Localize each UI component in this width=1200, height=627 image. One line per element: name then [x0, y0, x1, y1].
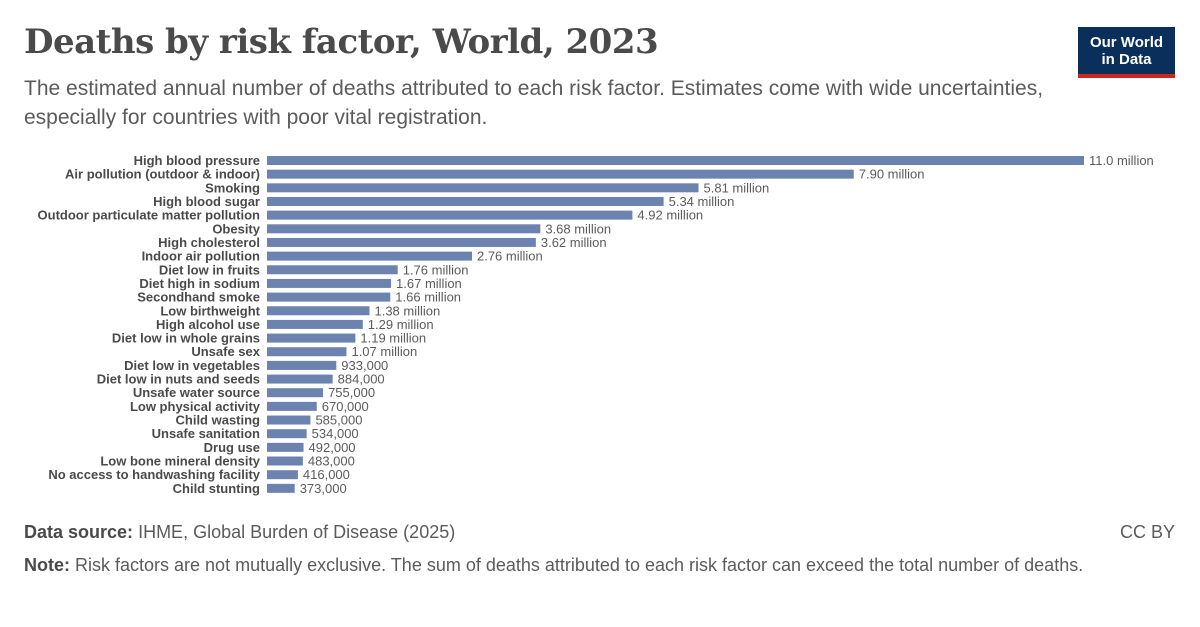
value-label: 755,000 — [328, 385, 375, 400]
category-label: High alcohol use — [156, 317, 260, 332]
bar[interactable] — [267, 319, 363, 329]
value-label: 1.07 million — [351, 344, 417, 359]
data-source: Data source: IHME, Global Burden of Dise… — [24, 522, 455, 543]
category-label: No access to handwashing facility — [48, 467, 260, 482]
bar[interactable] — [267, 415, 311, 425]
bar[interactable] — [267, 196, 664, 206]
bar[interactable] — [267, 169, 854, 179]
note-text: Risk factors are not mutually exclusive.… — [75, 555, 1084, 575]
bar[interactable] — [267, 429, 307, 439]
value-label: 1.66 million — [395, 290, 461, 305]
category-label: High blood sugar — [153, 194, 260, 209]
value-label: 1.19 million — [360, 331, 426, 346]
bar[interactable] — [267, 306, 370, 316]
chart-note: Note: Risk factors are not mutually excl… — [24, 553, 1164, 578]
category-label: Diet high in sodium — [139, 276, 260, 291]
license-label[interactable]: CC BY — [1119, 522, 1175, 542]
value-label: 884,000 — [338, 372, 385, 387]
value-label: 492,000 — [309, 440, 356, 455]
category-label: Low birthweight — [160, 303, 260, 318]
category-label: Indoor air pollution — [142, 249, 260, 264]
bar[interactable] — [267, 224, 541, 234]
category-label: Drug use — [204, 440, 260, 455]
value-label: 1.38 million — [374, 303, 440, 318]
chart-title: Deaths by risk factor, World, 2023 — [24, 22, 659, 62]
bar[interactable] — [267, 333, 356, 343]
value-label: 4.92 million — [637, 208, 703, 223]
value-label: 5.34 million — [669, 194, 735, 209]
value-label: 416,000 — [303, 467, 350, 482]
category-label: Outdoor particulate matter pollution — [38, 208, 261, 223]
bar[interactable] — [267, 442, 304, 452]
bar[interactable] — [267, 347, 347, 357]
value-label: 3.62 million — [541, 235, 607, 250]
category-label: Secondhand smoke — [137, 290, 260, 305]
bar[interactable] — [267, 183, 699, 193]
bar[interactable] — [267, 251, 472, 261]
bar[interactable] — [267, 156, 1084, 165]
bar[interactable] — [267, 374, 333, 384]
category-label: Obesity — [212, 221, 260, 236]
category-label: Unsafe sanitation — [152, 426, 260, 441]
logo-line-1: Our World — [1089, 33, 1164, 51]
value-label: 670,000 — [322, 399, 369, 414]
bar[interactable] — [267, 292, 391, 302]
category-label: Unsafe sex — [191, 344, 260, 359]
bar[interactable] — [267, 456, 303, 466]
bar[interactable] — [267, 265, 398, 275]
bar[interactable] — [267, 470, 298, 480]
value-label: 373,000 — [300, 481, 347, 496]
value-label: 534,000 — [312, 426, 359, 441]
value-label: 1.29 million — [368, 317, 434, 332]
category-label: Diet low in nuts and seeds — [97, 372, 260, 387]
bar[interactable] — [267, 388, 324, 398]
bar[interactable] — [267, 210, 633, 220]
bar[interactable] — [267, 237, 536, 247]
category-label: Diet low in fruits — [159, 262, 260, 277]
value-label: 1.76 million — [403, 262, 469, 277]
value-label: 11.0 million — [1089, 153, 1154, 168]
category-label: Diet low in whole grains — [112, 331, 260, 346]
category-label: Child stunting — [173, 481, 260, 496]
data-source-text[interactable]: IHME, Global Burden of Disease (2025) — [138, 522, 456, 542]
chart-subtitle: The estimated annual number of deaths at… — [24, 77, 1044, 129]
category-label: Unsafe water source — [133, 385, 260, 400]
logo-line-2: in Data — [1101, 50, 1152, 68]
category-label: Air pollution (outdoor & indoor) — [65, 167, 260, 182]
category-label: Low bone mineral density — [100, 454, 260, 469]
value-label: 7.90 million — [859, 167, 925, 182]
bar[interactable] — [267, 360, 337, 370]
value-label: 483,000 — [308, 454, 355, 469]
value-label: 933,000 — [341, 358, 388, 373]
category-label: High cholesterol — [158, 235, 260, 250]
value-label: 5.81 million — [704, 180, 770, 195]
value-label: 585,000 — [315, 413, 362, 428]
category-label: Diet low in vegetables — [124, 358, 260, 373]
data-source-label: Data source: — [24, 522, 134, 542]
value-label: 3.68 million — [545, 221, 611, 236]
category-label: High blood pressure — [134, 153, 260, 168]
value-label: 1.67 million — [396, 276, 462, 291]
note-label: Note: — [24, 555, 70, 575]
bar[interactable] — [267, 483, 295, 493]
bar[interactable] — [267, 278, 392, 288]
owid-logo[interactable]: Our World in Data — [1078, 27, 1175, 78]
category-label: Smoking — [205, 180, 260, 195]
value-label: 2.76 million — [477, 249, 543, 264]
category-label: Low physical activity — [130, 399, 261, 414]
category-label: Child wasting — [176, 413, 261, 428]
bar[interactable] — [267, 401, 317, 411]
bar-chart: High blood pressure 11.0 million Air pollu… — [38, 153, 1154, 496]
